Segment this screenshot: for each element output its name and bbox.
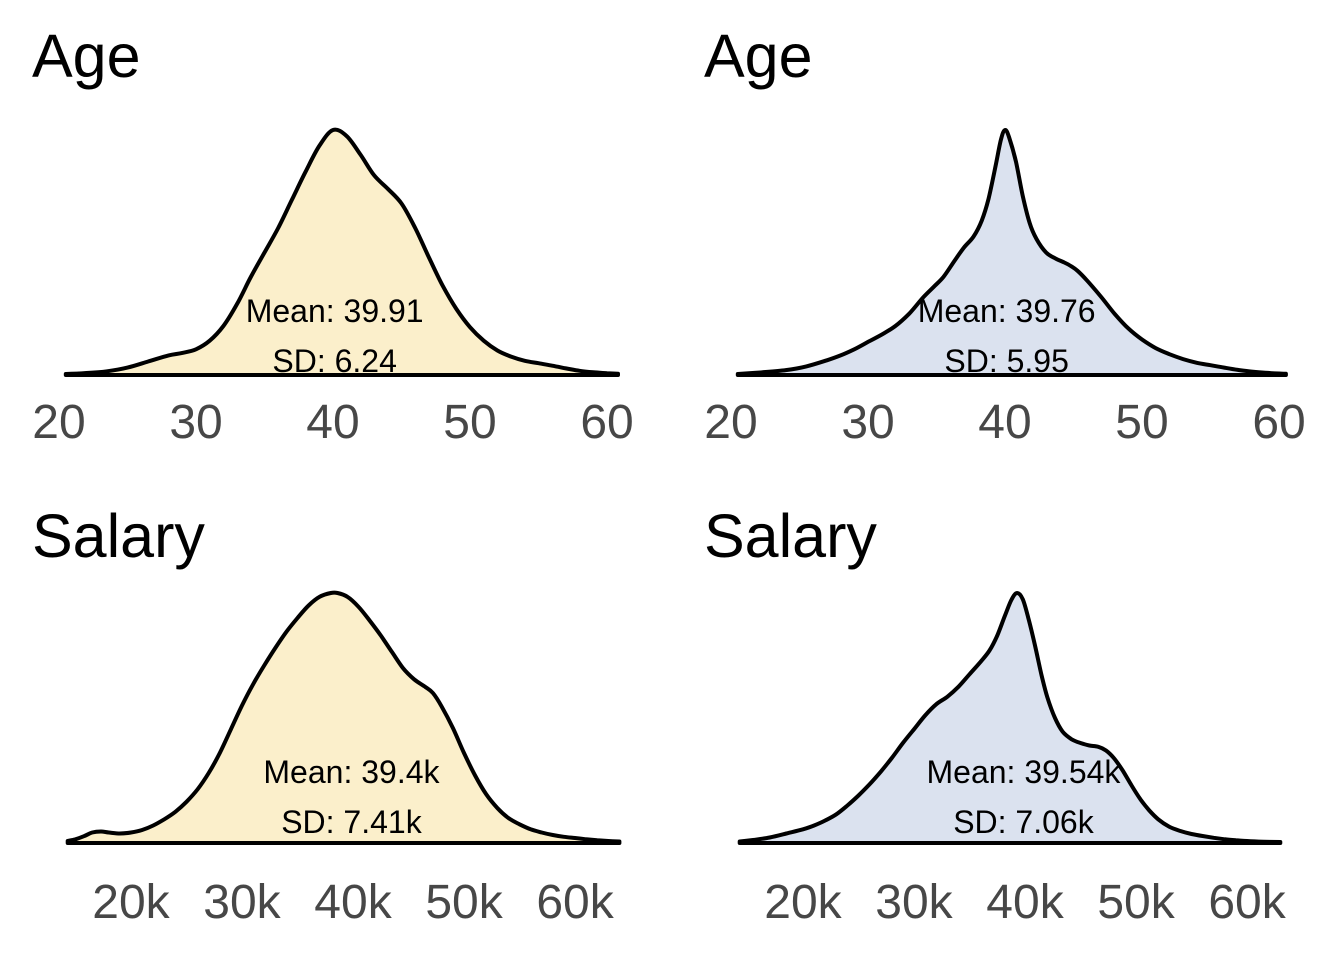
x-tick-label: 50: [1115, 396, 1169, 449]
x-tick-label: 40: [306, 396, 360, 449]
x-axis-ticks: 20 30 40 50 60: [672, 399, 1344, 451]
stats-annotation: Mean: 39.54k SD: 7.06k: [927, 747, 1121, 847]
mean-label: Mean: 39.91: [245, 293, 424, 329]
x-tick-label: 60: [1252, 396, 1306, 449]
x-tick-label: 50k: [425, 876, 503, 929]
density-area: [735, 127, 1288, 377]
stats-annotation: Mean: 39.91 SD: 6.24: [246, 286, 424, 386]
panel-age-synthetic: Age Mean: 39.76 SD: 5.95 20 30 40 50 60: [672, 0, 1344, 480]
sd-label: SD: 6.24: [272, 343, 397, 379]
x-tick-label: 40k: [986, 876, 1064, 929]
x-tick-label: 30: [169, 396, 223, 449]
sd-label: SD: 7.41k: [281, 804, 422, 840]
panel-title: Age: [704, 22, 813, 90]
density-area: [65, 590, 622, 845]
mean-label: Mean: 39.4k: [263, 754, 440, 790]
x-tick-label: 60: [580, 396, 634, 449]
x-tick-label: 50: [443, 396, 497, 449]
panel-age-real: Age Mean: 39.91 SD: 6.24 20 30 40 50 60: [0, 0, 672, 480]
mean-label: Mean: 39.76: [917, 293, 1096, 329]
x-axis-ticks: 20k 30k 40k 50k 60k: [672, 879, 1344, 931]
x-tick-label: 60k: [1208, 876, 1286, 929]
x-tick-label: 20: [704, 396, 758, 449]
x-axis-ticks: 20 30 40 50 60: [0, 399, 672, 451]
x-tick-label: 20k: [92, 876, 170, 929]
panel-title: Age: [32, 22, 141, 90]
sd-label: SD: 5.95: [944, 343, 1069, 379]
mean-label: Mean: 39.54k: [926, 754, 1121, 790]
density-curve: [737, 591, 1283, 845]
density-curve: [65, 590, 622, 845]
panel-salary-synthetic: Salary Mean: 39.54k SD: 7.06k 20k 30k 40k 5…: [672, 480, 1344, 960]
panel-title: Salary: [32, 502, 205, 570]
x-tick-label: 40k: [314, 876, 392, 929]
x-tick-label: 40: [978, 396, 1032, 449]
sd-label: SD: 7.06k: [953, 804, 1094, 840]
density-curve: [735, 127, 1288, 377]
panel-salary-real: Salary Mean: 39.4k SD: 7.41k 20k 30k 40k 50…: [0, 480, 672, 960]
panel-title: Salary: [704, 502, 877, 570]
x-tick-label: 30: [841, 396, 895, 449]
density-area: [737, 591, 1283, 845]
density-area: [63, 127, 620, 377]
x-tick-label: 30k: [203, 876, 281, 929]
stats-annotation: Mean: 39.76 SD: 5.95: [918, 286, 1096, 386]
stats-annotation: Mean: 39.4k SD: 7.41k: [263, 747, 439, 847]
x-tick-label: 50k: [1097, 876, 1175, 929]
x-tick-label: 20: [32, 396, 86, 449]
density-curve: [63, 127, 620, 377]
x-axis-ticks: 20k 30k 40k 50k 60k: [0, 879, 672, 931]
x-tick-label: 30k: [875, 876, 953, 929]
x-tick-label: 60k: [536, 876, 614, 929]
x-tick-label: 20k: [764, 876, 842, 929]
